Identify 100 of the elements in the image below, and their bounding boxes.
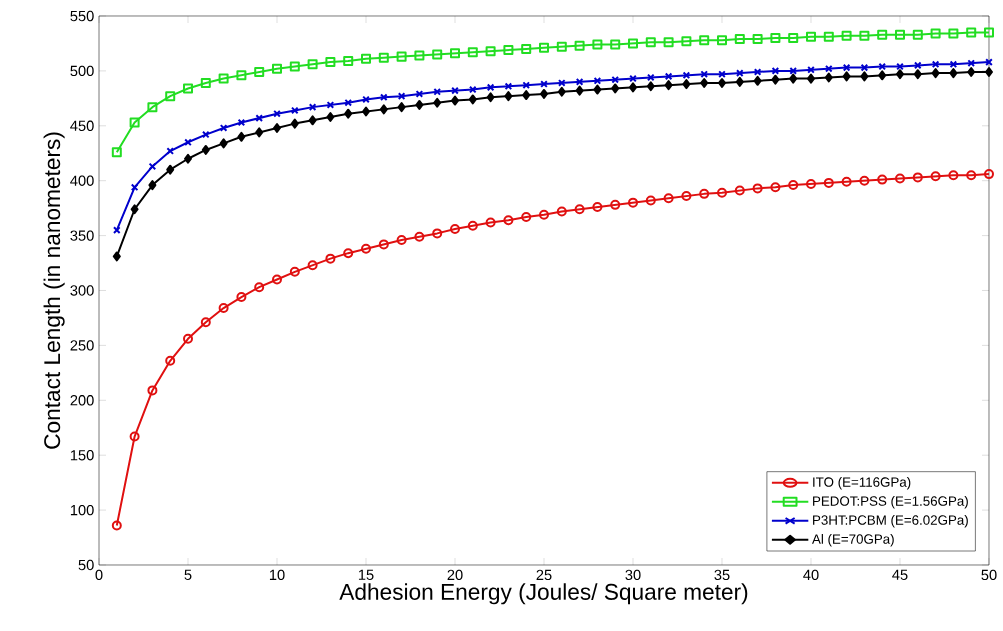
point <box>504 91 513 102</box>
x-tick-label: 5 <box>184 569 192 580</box>
point <box>824 72 833 83</box>
point <box>361 53 371 64</box>
point <box>841 30 852 41</box>
y-tick-label: 100 <box>70 504 94 516</box>
point <box>717 187 727 198</box>
point <box>485 217 496 228</box>
y-tick-label: 250 <box>70 340 94 351</box>
point <box>362 106 371 117</box>
point <box>504 82 513 91</box>
point <box>522 81 531 89</box>
point <box>664 80 673 91</box>
point <box>201 130 210 139</box>
point <box>237 118 246 127</box>
point <box>610 199 621 210</box>
point <box>200 77 211 88</box>
x-tick-label: 20 <box>447 569 463 581</box>
point <box>949 60 958 69</box>
point <box>255 127 264 138</box>
point <box>218 73 229 84</box>
point <box>379 104 388 115</box>
point <box>912 29 923 40</box>
point <box>539 42 549 53</box>
point <box>860 63 869 72</box>
point <box>147 102 158 113</box>
point <box>592 39 603 50</box>
point <box>789 73 798 84</box>
point <box>735 76 744 87</box>
point <box>949 68 958 79</box>
point <box>734 34 745 45</box>
point <box>307 59 318 70</box>
point <box>913 61 922 70</box>
point <box>450 48 460 59</box>
point <box>378 52 389 63</box>
point <box>788 180 799 191</box>
point <box>842 63 851 72</box>
point <box>593 84 602 95</box>
point <box>432 49 443 60</box>
point <box>503 45 514 56</box>
point <box>806 178 816 189</box>
point <box>717 35 727 46</box>
point <box>895 29 905 40</box>
point <box>521 43 532 54</box>
x-tick-label: 45 <box>892 569 908 580</box>
point <box>468 94 477 105</box>
point <box>699 35 710 46</box>
y-tick-label: 500 <box>70 65 94 77</box>
point <box>272 274 283 285</box>
point <box>574 40 585 51</box>
point <box>718 77 726 88</box>
point <box>254 282 265 293</box>
point <box>877 29 888 40</box>
point <box>165 91 176 102</box>
point <box>895 173 905 184</box>
point <box>681 36 692 47</box>
point <box>753 75 762 86</box>
point <box>967 59 976 68</box>
point <box>611 83 620 94</box>
point <box>201 144 210 155</box>
point <box>682 71 691 80</box>
point <box>930 171 941 182</box>
point <box>344 108 353 119</box>
point <box>806 31 816 42</box>
x-tick-label: 40 <box>803 569 819 581</box>
point <box>610 39 621 50</box>
point <box>325 57 336 68</box>
point <box>414 50 425 61</box>
point <box>948 170 959 181</box>
y-tick-label: 150 <box>70 450 94 461</box>
point <box>343 248 354 259</box>
point <box>896 69 904 80</box>
point <box>931 68 940 79</box>
point <box>788 32 799 43</box>
point <box>148 180 157 191</box>
point <box>396 234 407 245</box>
point <box>289 266 300 277</box>
point <box>415 99 424 110</box>
x-tick-label: 25 <box>536 569 552 581</box>
point <box>539 209 549 220</box>
point <box>485 46 496 57</box>
point <box>841 176 852 187</box>
point <box>859 175 870 186</box>
point <box>574 204 585 215</box>
legend-label: ITO (E=116GPa) <box>813 477 911 490</box>
point <box>166 164 175 175</box>
x-tick-label: 15 <box>358 569 374 580</box>
point <box>468 85 477 94</box>
point <box>878 62 887 71</box>
point <box>218 303 229 314</box>
point <box>646 81 655 92</box>
point <box>931 60 940 69</box>
y-tick-label: 350 <box>70 230 94 241</box>
point <box>823 177 834 188</box>
point <box>967 67 976 77</box>
point <box>130 183 139 192</box>
point <box>860 71 869 82</box>
point <box>540 88 548 99</box>
x-axis-title: Adhesion Energy (Joules/ Square meter) <box>339 583 748 605</box>
point <box>467 47 478 58</box>
